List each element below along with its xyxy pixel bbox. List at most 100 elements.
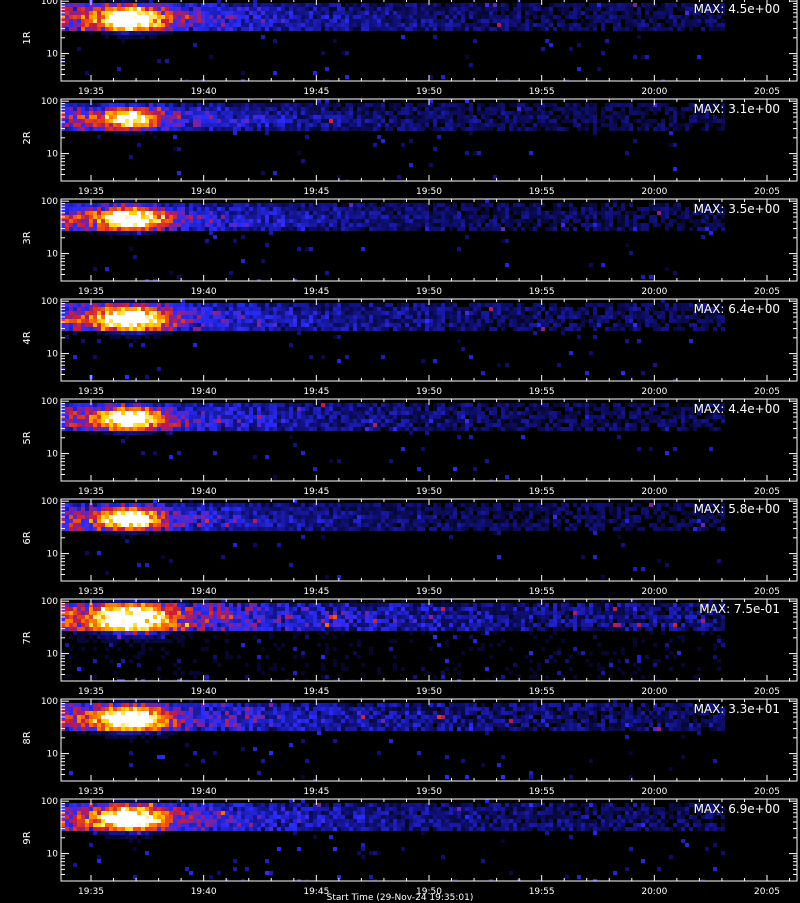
x-tick-label: 19:55: [529, 287, 555, 297]
max-value-label: MAX: 6.4e+00: [694, 302, 780, 316]
y-tick-label: 10: [47, 350, 59, 360]
x-tick-label: 19:50: [416, 187, 442, 197]
max-value-label: MAX: 6.9e+00: [694, 802, 780, 816]
max-value-label: MAX: 4.5e+00: [694, 2, 780, 16]
x-tick-label: 19:35: [78, 587, 104, 597]
heatmap-cells: [61, 499, 725, 583]
heatmap-cells: [61, 299, 725, 383]
x-tick-label: 19:40: [191, 387, 217, 397]
x-tick-label: 19:50: [416, 787, 442, 797]
y-tick-label: 100: [41, 697, 58, 707]
panel-label: 9R: [22, 831, 33, 844]
x-tick-label: 20:00: [641, 187, 667, 197]
max-value-label: MAX: 3.5e+00: [694, 202, 780, 216]
x-tick-label: 19:35: [78, 87, 104, 97]
panel-label: 3R: [22, 231, 33, 244]
panel-label: 2R: [22, 131, 33, 144]
x-tick-label: 19:35: [78, 387, 104, 397]
y-tick-label: 10: [47, 50, 59, 60]
y-tick-label: 10: [47, 850, 59, 860]
x-tick-label: 19:40: [191, 187, 217, 197]
y-tick-label: 100: [41, 0, 58, 7]
heatmap-cells: [61, 799, 725, 883]
x-tick-label: 19:55: [529, 787, 555, 797]
x-tick-label: 19:50: [416, 487, 442, 497]
y-tick-label: 100: [41, 97, 58, 107]
panel-label: 7R: [22, 631, 33, 644]
panel-label: 1R: [22, 31, 33, 44]
x-tick-label: 19:55: [529, 87, 555, 97]
y-tick-label: 100: [41, 597, 58, 607]
heatmap-cells: [61, 699, 725, 783]
x-tick-label: 20:05: [754, 787, 780, 797]
spectrogram-panel: 100 10 19:35 19:40 19:45 19:50 19:55 20:00 20:05…: [22, 297, 797, 397]
x-tick-label: 20:05: [754, 687, 780, 697]
x-tick-label: 19:50: [416, 587, 442, 597]
max-value-label: MAX: 5.8e+00: [694, 502, 780, 516]
max-value-label: MAX: 4.4e+00: [694, 402, 780, 416]
x-tick-label: 19:45: [303, 187, 329, 197]
y-tick-label: 100: [41, 197, 58, 207]
x-tick-label: 19:50: [416, 87, 442, 97]
x-tick-label: 20:00: [641, 487, 667, 497]
x-tick-label: 19:35: [78, 687, 104, 697]
x-tick-label: 19:50: [416, 287, 442, 297]
y-tick-label: 10: [47, 550, 59, 560]
spectrogram-panel: 100 10 19:35 19:40 19:45 19:50 19:55 20:00 20:05…: [22, 197, 797, 297]
x-tick-label: 19:55: [529, 387, 555, 397]
panel-label: 8R: [22, 731, 33, 744]
x-tick-label: 19:45: [303, 287, 329, 297]
x-tick-label: 19:40: [191, 87, 217, 97]
x-tick-label: 19:35: [78, 487, 104, 497]
x-tick-label: 19:35: [78, 187, 104, 197]
y-tick-label: 10: [47, 750, 59, 760]
x-tick-label: 20:00: [641, 287, 667, 297]
x-tick-label: 19:50: [416, 387, 442, 397]
y-tick-label: 10: [47, 650, 59, 660]
x-tick-label: 19:55: [529, 587, 555, 597]
x-tick-label: 20:00: [641, 87, 667, 97]
x-tick-label: 20:05: [754, 487, 780, 497]
y-tick-label: 100: [41, 397, 58, 407]
x-tick-label: 19:40: [191, 687, 217, 697]
x-tick-label: 20:05: [754, 287, 780, 297]
x-tick-label: 19:50: [416, 687, 442, 697]
y-tick-label: 10: [47, 450, 59, 460]
x-tick-label: 19:45: [303, 587, 329, 597]
heatmap-cells: [61, 199, 725, 283]
y-tick-label: 10: [47, 150, 59, 160]
x-axis-label: Start Time (29-Nov-24 19:35:01): [0, 893, 800, 903]
x-tick-label: 19:45: [303, 487, 329, 497]
x-tick-label: 19:45: [303, 87, 329, 97]
x-tick-label: 20:05: [754, 387, 780, 397]
y-tick-label: 100: [41, 297, 58, 307]
x-tick-label: 19:40: [191, 487, 217, 497]
x-tick-label: 19:40: [191, 787, 217, 797]
heatmap-cells: [61, 399, 725, 483]
panel-label: 4R: [22, 331, 33, 344]
heatmap-cells: [61, 599, 725, 683]
y-tick-label: 10: [47, 250, 59, 260]
heatmap-cells: [61, 0, 725, 83]
x-tick-label: 19:40: [191, 287, 217, 297]
max-value-label: MAX: 3.1e+00: [694, 102, 780, 116]
y-tick-label: 100: [41, 797, 58, 807]
max-value-label: MAX: 7.5e-01: [699, 602, 780, 616]
x-tick-label: 19:40: [191, 587, 217, 597]
x-tick-label: 20:00: [641, 687, 667, 697]
x-tick-label: 19:45: [303, 387, 329, 397]
heatmap-cells: [61, 99, 725, 183]
x-tick-label: 20:00: [641, 387, 667, 397]
x-tick-label: 19:45: [303, 787, 329, 797]
x-tick-label: 19:35: [78, 287, 104, 297]
x-tick-label: 20:00: [641, 787, 667, 797]
x-tick-label: 20:05: [754, 187, 780, 197]
